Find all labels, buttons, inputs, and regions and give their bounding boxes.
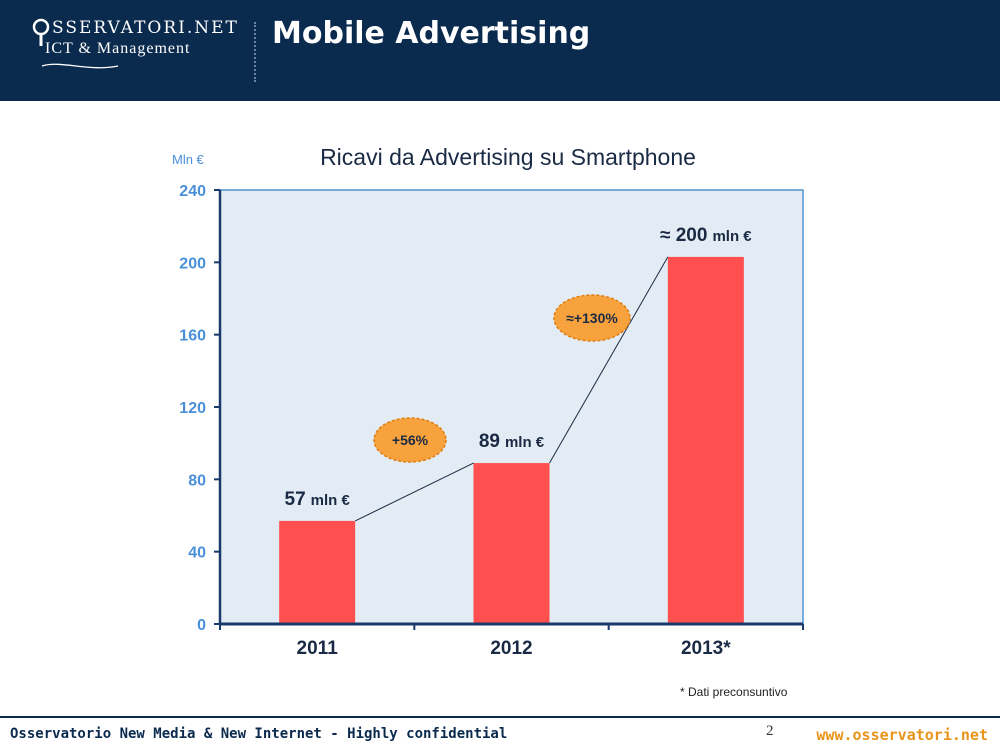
x-tick-label: 2012 [490, 638, 532, 659]
bar-2011 [279, 520, 356, 624]
logo-text: SSERVATORI.NET [52, 18, 239, 38]
page-number: 2 [766, 723, 774, 739]
page-title: Mobile Advertising [272, 16, 591, 51]
y-tick-label: 40 [188, 545, 206, 562]
growth-badge-shape [373, 417, 447, 463]
y-tick-label: 0 [197, 617, 206, 634]
data-label-unit: mln € [311, 492, 351, 509]
y-tick-label: 120 [179, 400, 206, 417]
data-label-value: 57 [285, 489, 306, 510]
keyhole-logo-icon [32, 18, 50, 46]
logo-swoosh-icon [41, 63, 119, 69]
data-label: 57 mln € [285, 489, 351, 510]
data-label: 89 mln € [479, 431, 545, 452]
footnote: * Dati preconsuntivo [680, 685, 788, 699]
data-label-unit: mln € [505, 434, 545, 451]
data-label-value: 89 [479, 431, 500, 452]
growth-badge-label: +56% [392, 432, 429, 448]
y-axis-label: Mln € [172, 152, 205, 167]
header-divider [254, 22, 256, 82]
data-label-prefix: ≈ [660, 225, 676, 246]
bar-2012 [473, 463, 550, 624]
data-label-unit: mln € [712, 228, 752, 245]
footer-divider [0, 716, 1000, 718]
growth-badge-shape [553, 294, 631, 342]
bar-chart: 0 40 80 120 160 200 240 2011 2012 2013* Ricavi da… [172, 144, 804, 699]
y-tick-label: 240 [179, 183, 206, 200]
growth-connector-line [549, 256, 669, 464]
footer-confidential-text: Osservatorio New Media & New Internet - … [10, 726, 508, 742]
y-tick-label: 160 [179, 328, 206, 345]
bar-2013 [667, 256, 744, 624]
x-tick-label: 2013* [681, 638, 731, 659]
y-tick-label: 200 [179, 255, 206, 272]
x-tick-label: 2011 [297, 638, 339, 659]
growth-connector-line [354, 462, 474, 522]
logo-subtitle: ICT & Management [45, 40, 191, 57]
growth-badge-label: ≈+130% [566, 310, 618, 326]
chart-title: Ricavi da Advertising su Smartphone [320, 144, 696, 170]
footer-website-link[interactable]: www.osservatori.net [816, 726, 988, 744]
data-label: ≈ 200 mln € [660, 225, 752, 246]
y-tick-label: 80 [188, 472, 206, 489]
data-label-value: 200 [676, 225, 708, 246]
header-bar: SSERVATORI.NET ICT & Management Mobile A… [0, 0, 1000, 101]
